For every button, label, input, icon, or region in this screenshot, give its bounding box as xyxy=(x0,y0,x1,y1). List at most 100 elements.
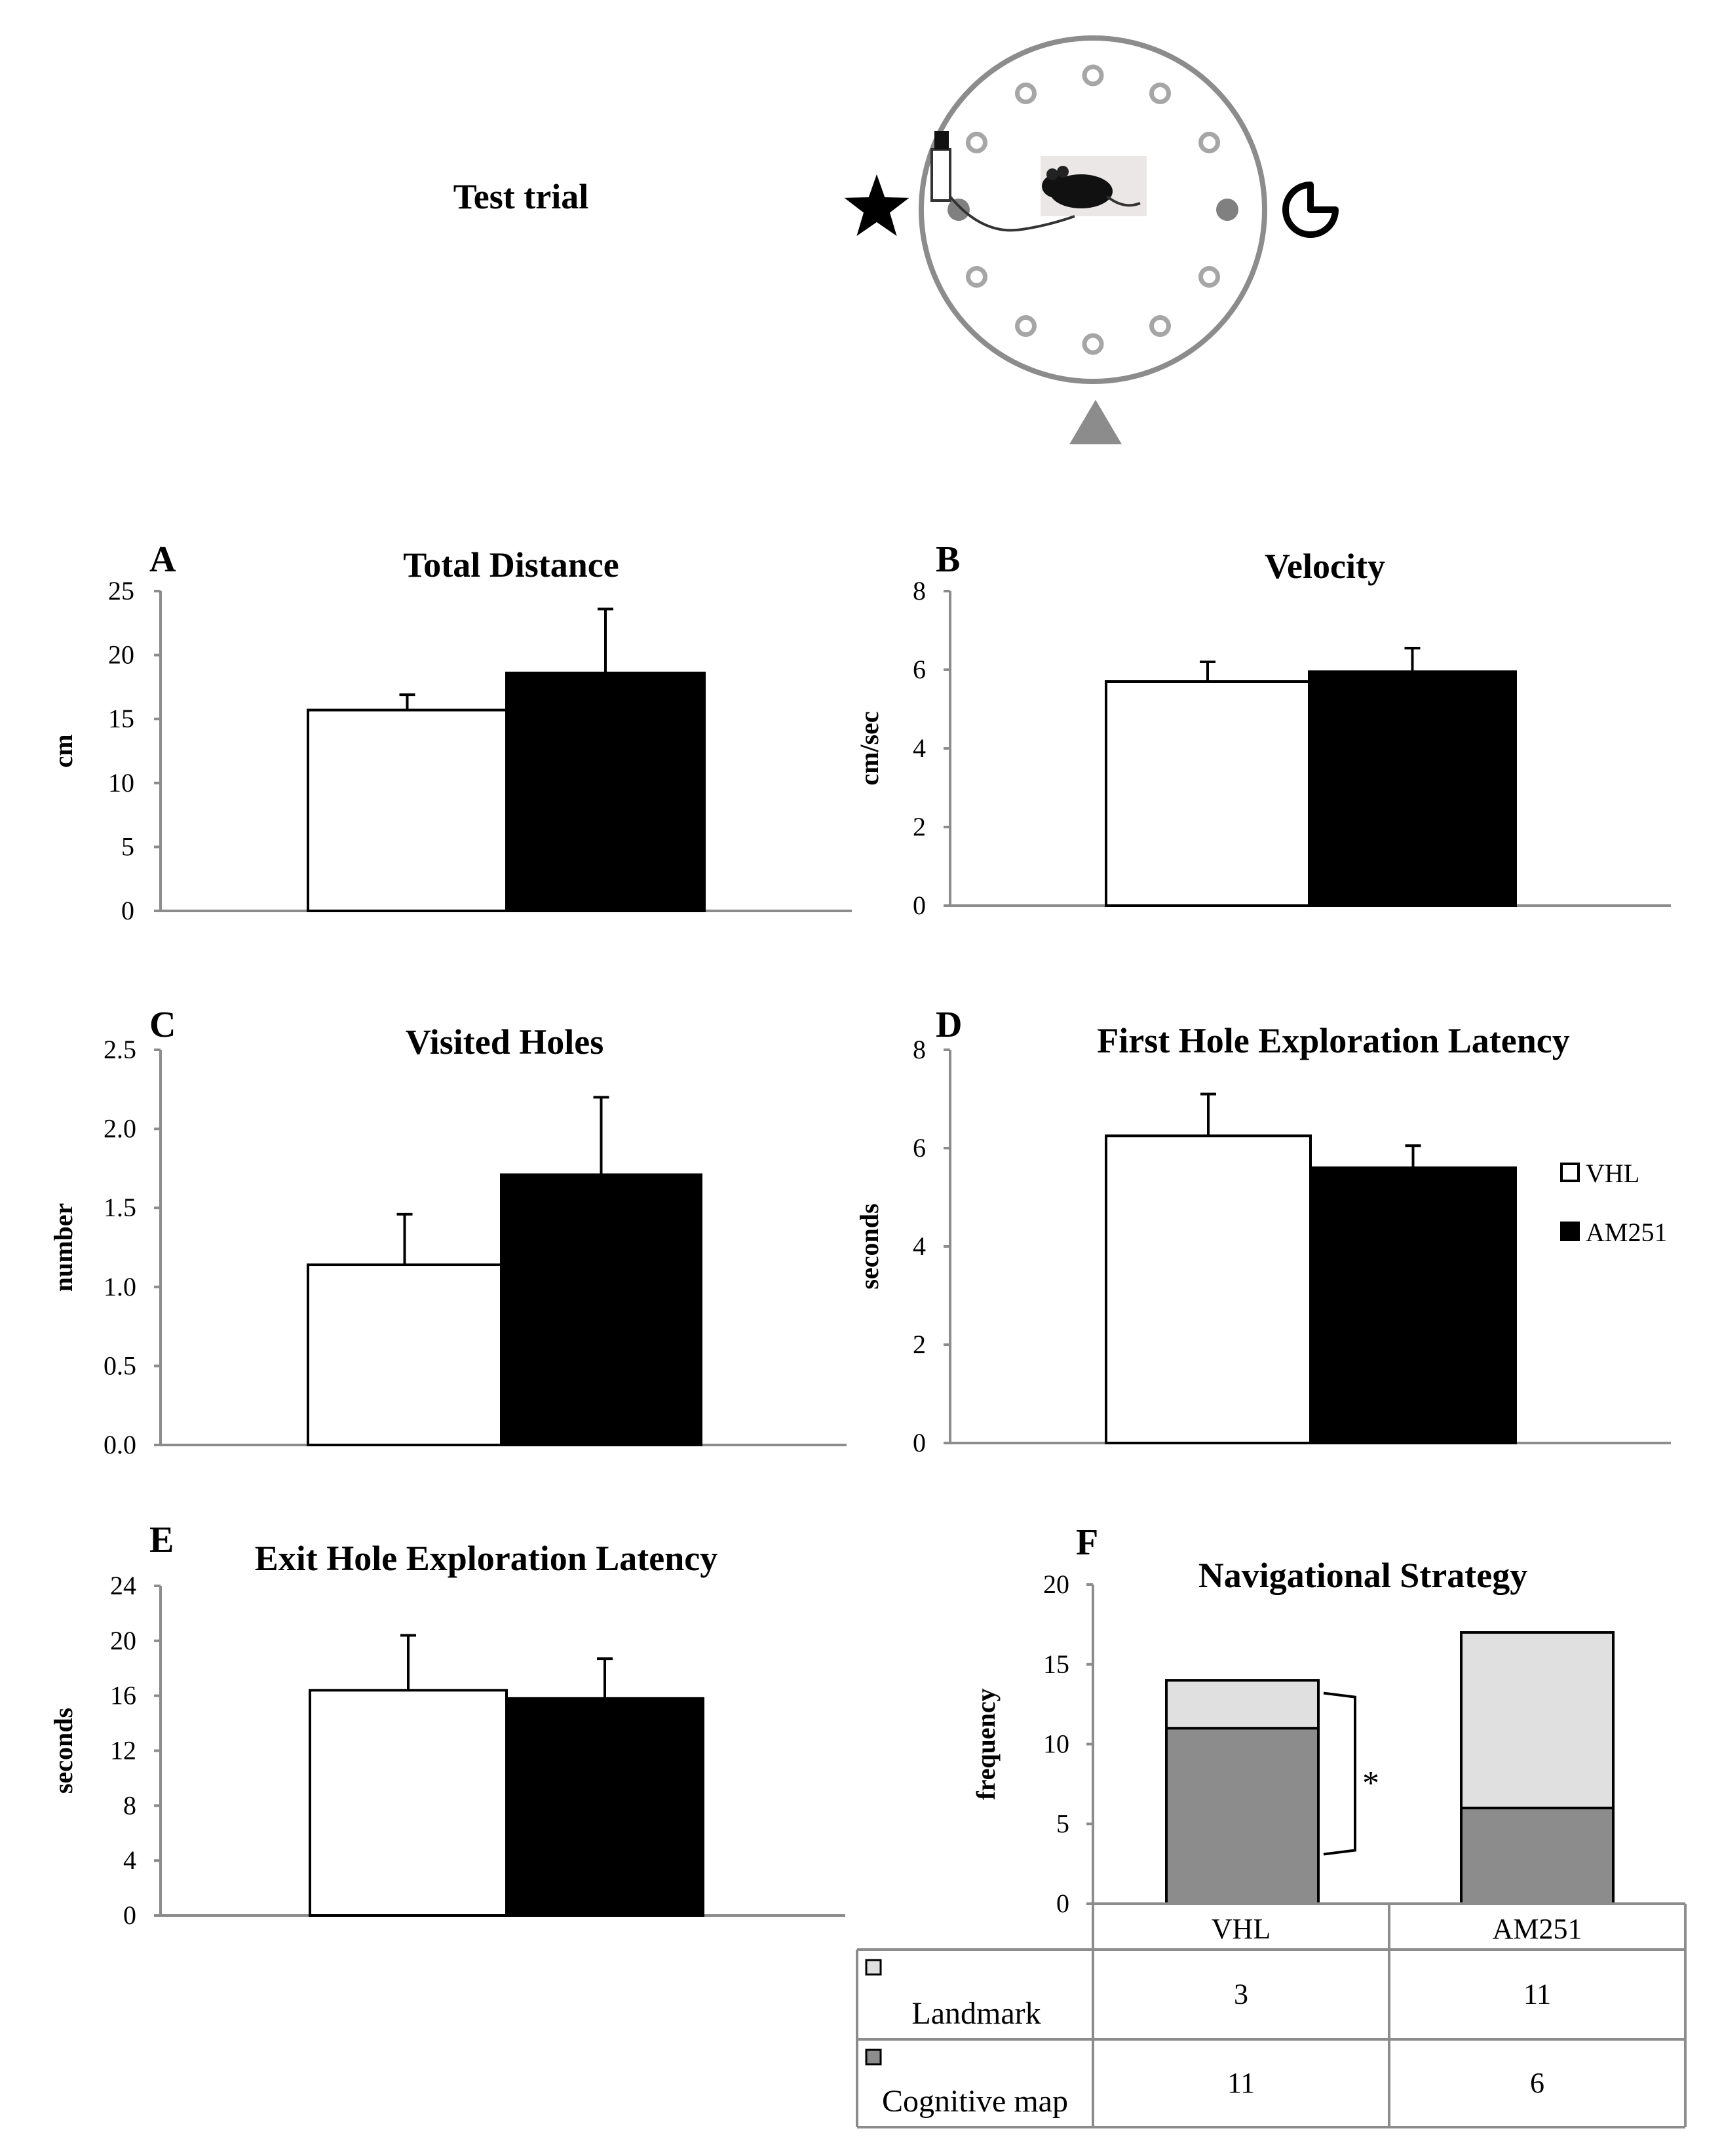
y-tick-label: 10 xyxy=(1043,1729,1069,1759)
y-tick-label: 25 xyxy=(108,576,134,606)
y-axis-label: cm/sec xyxy=(854,711,884,785)
y-tick-label: 0 xyxy=(121,896,134,925)
bar-am251 xyxy=(500,1173,702,1446)
bar-am251-landmark xyxy=(1460,1631,1615,1809)
chart-title: First Hole Exploration Latency xyxy=(1097,1021,1569,1060)
y-tick-label: 4 xyxy=(123,1845,136,1875)
panel-label: E xyxy=(149,1520,174,1560)
y-tick-label: 6 xyxy=(913,1133,926,1163)
y-tick-label: 4 xyxy=(913,733,926,763)
hole xyxy=(965,266,987,288)
panel-c-visited-holes: Visited Holes C 0.0 0.5 1.0 1.5 2.0 2.5 number xyxy=(48,1005,847,1459)
table-cell: 11 xyxy=(1523,1978,1551,2011)
table-row-label: Landmark xyxy=(911,1996,1041,2031)
table-cell: 6 xyxy=(1530,2067,1544,2099)
bar-vhl xyxy=(1105,1134,1312,1444)
legend: VHL AM251 xyxy=(1560,1159,1667,1247)
target-hole xyxy=(1216,199,1238,221)
panel-e-exit-hole-latency: Exit Hole Exploration Latency E 0 4 8 12 16 20 2… xyxy=(48,1520,845,1930)
y-tick-label: 20 xyxy=(108,640,134,670)
hole xyxy=(1198,132,1221,153)
panel-label: A xyxy=(149,539,176,580)
mouse-photo xyxy=(1041,156,1147,216)
table-cell: 11 xyxy=(1227,2067,1255,2099)
bar-vhl xyxy=(1105,680,1311,907)
y-tick-label: 0 xyxy=(913,891,926,920)
y-tick-label: 20 xyxy=(110,1626,136,1655)
y-tick-label: 2 xyxy=(913,812,926,841)
y-tick-label: 8 xyxy=(913,576,926,606)
hole xyxy=(1015,315,1037,337)
hole xyxy=(1082,64,1104,87)
bar-vhl-cognitive-map xyxy=(1165,1727,1320,1905)
y-tick-label: 20 xyxy=(1043,1569,1069,1599)
significance-asterisk: * xyxy=(1362,1765,1379,1802)
y-tick-label: 0 xyxy=(1056,1889,1069,1918)
hole-ring xyxy=(947,64,1238,355)
chart-title: Visited Holes xyxy=(406,1022,603,1062)
y-tick-label: 1.0 xyxy=(104,1272,136,1301)
table-row-label: Cognitive map xyxy=(882,2084,1068,2119)
panel-d-first-hole-latency: First Hole Exploration Latency D 0 2 4 6 8 seco… xyxy=(854,1005,1671,1457)
chart-title: Velocity xyxy=(1265,547,1385,586)
bar-am251 xyxy=(1309,1166,1517,1444)
y-tick-label: 16 xyxy=(110,1681,136,1710)
chart-title: Exit Hole Exploration Latency xyxy=(255,1539,718,1578)
table-col-header: AM251 xyxy=(1493,1913,1582,1945)
y-tick-label: 0.5 xyxy=(104,1351,136,1380)
table-col-header: VHL xyxy=(1212,1913,1271,1945)
target-hole xyxy=(947,199,970,221)
bar-vhl xyxy=(309,1689,508,1917)
y-tick-label: 2.0 xyxy=(104,1114,136,1144)
chart-title: Navigational Strategy xyxy=(1198,1556,1527,1595)
panel-label: B xyxy=(936,539,960,580)
bar-vhl xyxy=(307,1263,503,1446)
hole xyxy=(1149,82,1171,104)
y-tick-label: 6 xyxy=(913,655,926,684)
bar-vhl xyxy=(307,708,508,912)
legend-swatch-am251 xyxy=(1560,1222,1580,1241)
hole xyxy=(965,132,987,153)
legend-swatch xyxy=(865,1959,882,1976)
legend-swatch-vhl xyxy=(1560,1163,1580,1182)
y-tick-label: 8 xyxy=(123,1790,136,1820)
star-icon xyxy=(844,174,909,237)
legend-label: VHL xyxy=(1586,1159,1639,1188)
hole xyxy=(1082,333,1104,355)
panel-label: F xyxy=(1076,1522,1098,1563)
significance-bracket xyxy=(1323,1691,1356,1856)
pie-icon xyxy=(1282,182,1339,238)
y-axis-label: seconds xyxy=(854,1203,884,1289)
legend-label: AM251 xyxy=(1586,1218,1667,1247)
y-axis-label: number xyxy=(48,1203,78,1292)
y-tick-label: 15 xyxy=(1043,1649,1069,1679)
hole xyxy=(1149,315,1171,337)
chart-title: Total Distance xyxy=(403,545,619,585)
y-tick-label: 5 xyxy=(1056,1809,1069,1838)
y-tick-label: 15 xyxy=(108,704,134,733)
hole xyxy=(1015,82,1037,104)
panel-b-velocity: Velocity B 0 2 4 6 8 cm/sec xyxy=(854,539,1671,920)
triangle-icon xyxy=(1069,400,1122,444)
hole xyxy=(1198,266,1221,288)
y-tick-label: 2.5 xyxy=(104,1035,136,1064)
y-tick-label: 4 xyxy=(913,1231,926,1261)
bar-am251 xyxy=(505,671,706,912)
y-tick-label: 5 xyxy=(121,832,134,861)
panel-label: C xyxy=(149,1005,176,1045)
y-tick-label: 10 xyxy=(108,768,134,798)
y-axis-label: frequency xyxy=(971,1688,1001,1800)
legend-swatch xyxy=(865,2049,882,2066)
bar-am251 xyxy=(505,1697,704,1917)
y-tick-label: 0 xyxy=(123,1900,136,1930)
bar-am251 xyxy=(1308,670,1517,907)
panel-label: D xyxy=(936,1005,962,1045)
y-axis-label: cm xyxy=(48,734,78,767)
bar-am251-cognitive-map xyxy=(1460,1806,1615,1905)
y-tick-label: 0 xyxy=(913,1428,926,1457)
y-tick-label: 1.5 xyxy=(104,1193,136,1222)
y-axis-label: seconds xyxy=(48,1708,78,1794)
panel-f-navigational-strategy: Navigational Strategy F 0 5 10 15 20 frequency *… xyxy=(856,1522,1687,2128)
diagram-title: Test trial xyxy=(453,177,588,216)
